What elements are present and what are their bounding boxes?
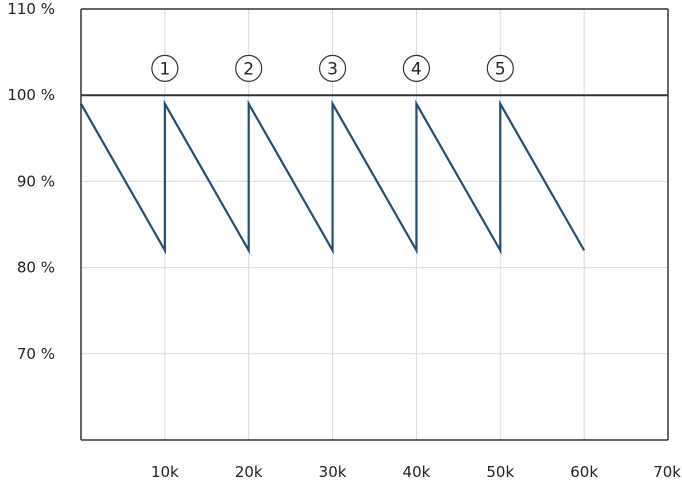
y-tick-label: 100 % — [7, 86, 55, 104]
x-tick-label: 30k — [319, 463, 347, 481]
annotation-label: 3 — [327, 59, 338, 79]
x-tick-label: 10k — [151, 463, 179, 481]
annotation-circle — [486, 54, 514, 82]
plot-frame — [80, 8, 669, 441]
annotation-label: 4 — [411, 59, 422, 79]
y-tick-label: 70 % — [17, 345, 55, 363]
y-tick-labels: 70 % 80 % 90 % 100 % 110 % — [7, 0, 55, 363]
annotation-circle — [235, 54, 263, 82]
annotation-label: 5 — [495, 59, 506, 79]
annotation-markers: 1 2 3 4 5 — [151, 54, 514, 82]
x-tick-label: 70k — [653, 463, 681, 481]
x-tick-label: 50k — [486, 463, 514, 481]
y-tick-label: 110 % — [7, 0, 55, 18]
x-tick-label: 60k — [570, 463, 598, 481]
x-tick-label: 40k — [403, 463, 431, 481]
series-line — [80, 99, 586, 255]
x-tick-label: 20k — [235, 463, 263, 481]
annotation-circle — [318, 54, 347, 82]
x-tick-labels: 10k 20k 30k 40k 50k 60k 70k — [151, 463, 681, 481]
series-layer — [80, 99, 586, 255]
y-tick-label: 90 % — [17, 172, 55, 190]
annotation-circle — [402, 54, 431, 82]
annotation-label: 1 — [159, 59, 170, 79]
annotation-circle — [151, 54, 179, 82]
y-tick-label: 80 % — [17, 259, 55, 277]
annotation-label: 2 — [243, 59, 254, 79]
